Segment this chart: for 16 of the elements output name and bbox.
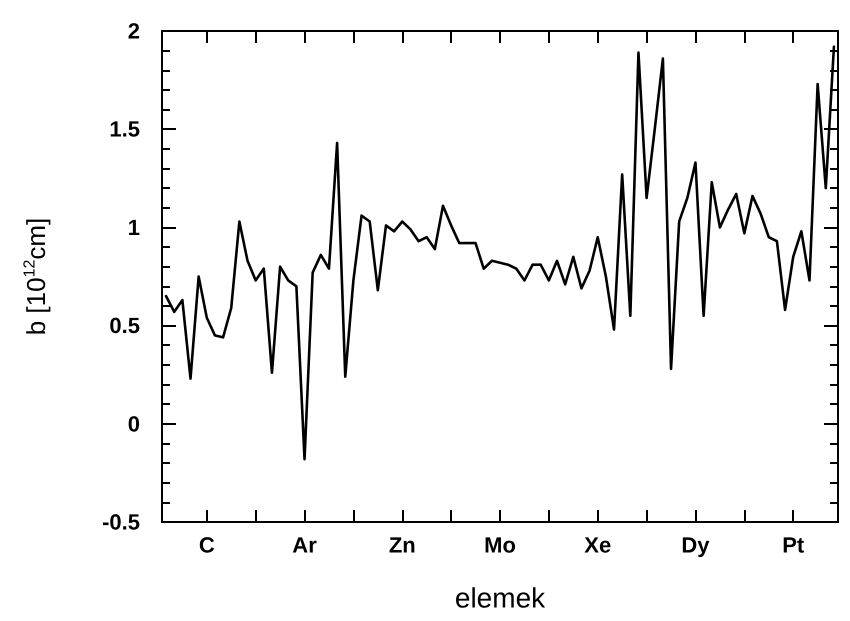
y-tick-label: 0.5: [109, 313, 140, 338]
x-tick-label: Ar: [292, 532, 318, 558]
y-tick-label: 1.5: [109, 116, 140, 142]
x-tick-label: Pt: [782, 532, 805, 558]
x-tick-label: C: [198, 532, 215, 558]
line-series: [164, 45, 836, 460]
x-axis-title: elemek: [454, 582, 546, 614]
x-tick-label: Xe: [584, 532, 612, 558]
y-axis-title: b [1012cm]: [21, 218, 51, 336]
y-tick-label: 1: [128, 214, 140, 240]
x-tick-label: Zn: [388, 532, 416, 558]
y-tick-label: -0.5: [102, 510, 140, 534]
y-tick-label: 0: [128, 411, 140, 436]
x-tick-label: Dy: [681, 532, 710, 558]
y-tick-label: 2: [128, 18, 140, 44]
x-tick-label: Mo: [484, 532, 516, 558]
